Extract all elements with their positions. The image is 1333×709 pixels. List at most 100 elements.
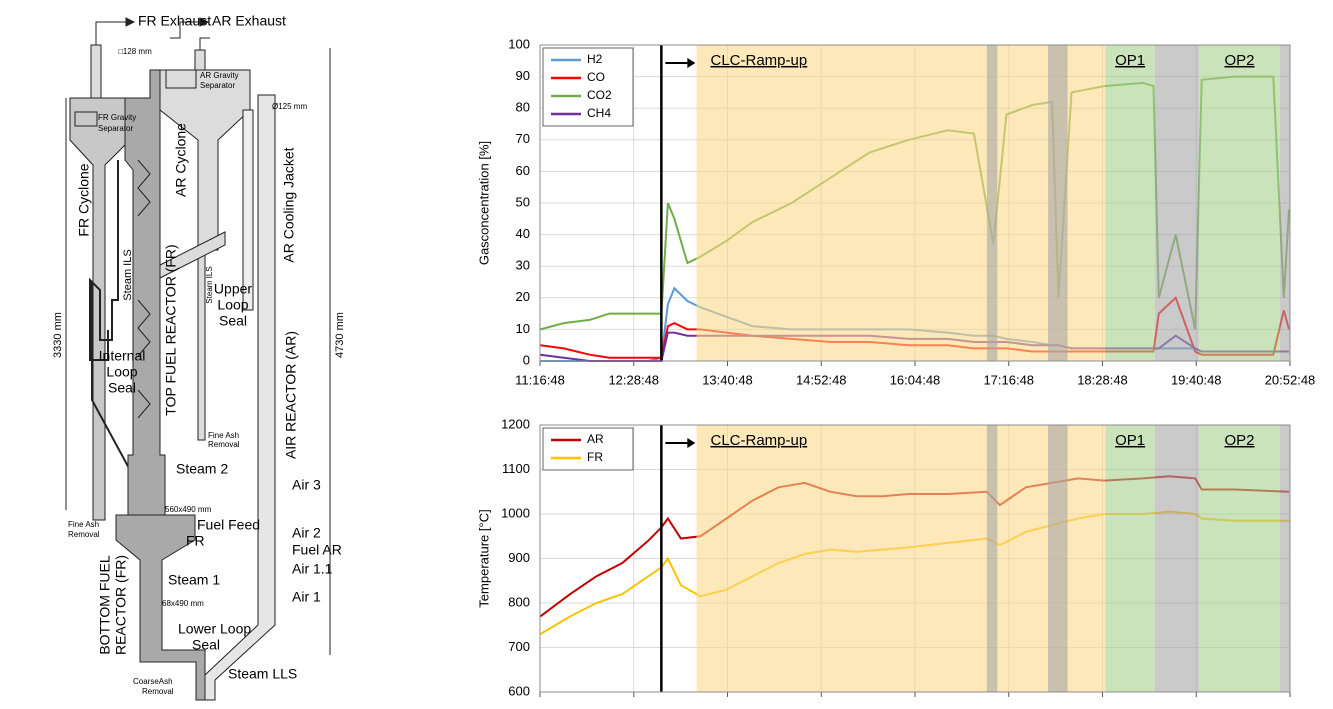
air-reactor xyxy=(204,94,276,701)
y-tick-label: 70 xyxy=(516,131,530,146)
y-tick-label: 40 xyxy=(516,226,530,241)
y-axis-label: Temperature [°C] xyxy=(476,509,491,607)
phase-region xyxy=(1154,45,1200,361)
y-tick-label: 60 xyxy=(516,163,530,178)
label: Lower Loop xyxy=(178,621,251,637)
ar-exhaust-arrow xyxy=(170,21,200,39)
label: Loop xyxy=(106,364,137,380)
x-tick-label: 13:40:48 xyxy=(702,372,753,387)
label: AR Exhaust xyxy=(212,13,286,29)
ar-exhaust-arrow xyxy=(199,37,210,50)
label: Ø125 mm xyxy=(272,102,307,111)
phase-label: OP1 xyxy=(1115,52,1145,69)
label: Fine Ash xyxy=(208,431,239,440)
phase-region xyxy=(696,45,1106,361)
x-tick-label: 14:52:48 xyxy=(796,372,847,387)
label: AR Cooling Jacket xyxy=(281,147,297,262)
label: Removal xyxy=(142,687,174,696)
y-tick-label: 90 xyxy=(516,68,530,83)
plot-frame xyxy=(539,424,1291,693)
y-tick-label: 20 xyxy=(516,289,530,304)
label: Seal xyxy=(108,380,136,396)
y-tick-label: 800 xyxy=(508,594,530,609)
x-tick-label: 11:16:48 xyxy=(515,372,565,387)
label: 3330 mm xyxy=(52,312,64,358)
label: Air 1.1 xyxy=(292,561,333,577)
label: Seal xyxy=(192,637,220,653)
phase-region xyxy=(986,425,998,692)
fr-gravity-separator xyxy=(74,111,98,127)
fr-exhaust-pipe xyxy=(90,44,102,101)
y-tick-label: 100 xyxy=(508,36,530,51)
phase-label: OP2 xyxy=(1224,432,1254,449)
phase-region xyxy=(1279,425,1290,692)
x-tick-label: 19:40:48 xyxy=(1171,372,1222,387)
phase-region xyxy=(986,45,998,361)
label: Fuel AR xyxy=(292,542,342,558)
phase-region xyxy=(1154,425,1200,692)
label: Air 3 xyxy=(292,477,321,493)
label: AR Gravity xyxy=(200,71,239,80)
y-tick-label: 600 xyxy=(508,683,530,698)
x-tick-label: 12:28:48 xyxy=(608,372,659,387)
phase-region xyxy=(1279,45,1290,361)
y-tick-label: 80 xyxy=(516,100,530,115)
arrow-head xyxy=(199,17,210,27)
y-tick-label: 1100 xyxy=(502,461,530,476)
phase-label: OP2 xyxy=(1224,52,1254,69)
legend-label: CO2 xyxy=(587,88,612,102)
fr-exhaust-arrow xyxy=(95,21,126,45)
arrow-head xyxy=(125,17,136,27)
y-tick-label: 700 xyxy=(508,639,530,654)
phase-region xyxy=(1105,425,1155,692)
phase-region xyxy=(1048,425,1068,692)
label: Steam 1 xyxy=(168,572,220,588)
label: 4730 mm xyxy=(334,312,346,358)
y-tick-label: 900 xyxy=(508,550,530,565)
phase-region xyxy=(1199,45,1280,361)
y-tick-label: 0 xyxy=(523,352,530,367)
y-tick-label: 1000 xyxy=(501,505,530,520)
label: AR Cyclone xyxy=(173,123,189,197)
legend-label: CH4 xyxy=(587,106,611,120)
phase-label: CLC-Ramp-up xyxy=(711,52,808,69)
legend-box xyxy=(542,427,634,471)
phase-label: CLC-Ramp-up xyxy=(711,432,808,449)
phase-region xyxy=(1048,45,1068,361)
label: FR xyxy=(186,533,205,549)
label: Separator xyxy=(200,81,235,90)
label: 68x490 mm xyxy=(162,599,204,608)
chart: 0 10 20 30 40 50 60 70 80 90 100 11:16:48 12:28:48 13… xyxy=(476,36,1315,387)
label: AIR REACTOR (AR) xyxy=(283,331,299,459)
plot-frame xyxy=(539,44,1291,362)
label: Removal xyxy=(68,530,100,539)
label: Seal xyxy=(219,313,247,329)
label: REACTOR (FR) xyxy=(113,555,129,655)
arrow-head xyxy=(687,58,696,68)
label: FR Exhaust xyxy=(138,13,211,29)
chart: 600 700 800 900 1000 1100 1200 CLC-Ramp-up OP1 OP… xyxy=(476,416,1291,698)
label: Steam 2 xyxy=(176,461,228,477)
cooling-jacket xyxy=(242,109,254,311)
label: Fine Ash xyxy=(68,520,99,529)
reactor-diagram: FR Exhaust AR Exhaust □128 mm AR Gravity… xyxy=(52,13,346,701)
phase-region xyxy=(1199,425,1280,692)
phase-label: OP1 xyxy=(1115,432,1145,449)
label: BOTTOM FUEL xyxy=(97,555,113,655)
label: Steam LLS xyxy=(228,666,297,682)
label: Air 2 xyxy=(292,525,321,541)
label: Air 1 xyxy=(292,589,321,605)
legend-label: CO xyxy=(587,70,605,84)
label: Separator xyxy=(98,124,133,133)
label: Upper xyxy=(214,281,252,297)
legend-label: FR xyxy=(587,450,603,464)
label: Removal xyxy=(208,440,240,449)
y-tick-label: 50 xyxy=(516,194,530,209)
label: CoarseAsh xyxy=(133,677,173,686)
x-tick-label: 17:16:48 xyxy=(983,372,1034,387)
label: TOP FUEL REACTOR (FR) xyxy=(163,244,179,415)
label: Steam ILS xyxy=(122,249,134,300)
y-axis-label: Gasconcentration [%] xyxy=(476,141,491,265)
label: Loop xyxy=(217,297,248,313)
